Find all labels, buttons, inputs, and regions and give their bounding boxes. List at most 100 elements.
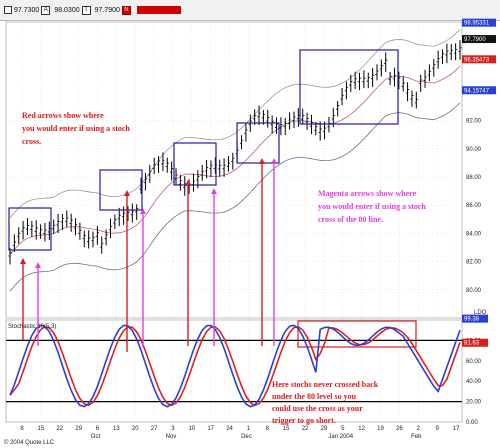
toolbar-value-2: 98.0300 xyxy=(54,6,80,14)
magenta-arrow-head xyxy=(271,158,277,164)
entry-arrows xyxy=(20,158,277,352)
price-gridlines xyxy=(6,120,462,291)
x-tick-label: 17 xyxy=(453,426,460,432)
price-value-tag-text: 97.7900 xyxy=(464,37,486,43)
x-tick-label: 22 xyxy=(302,426,309,432)
stoch-tick-label: 0.00 xyxy=(466,420,478,426)
x-tick-label: 15 xyxy=(38,426,45,432)
x-tick-label: 2 xyxy=(417,426,421,432)
price-value-tag xyxy=(462,35,496,44)
stoch-panel-frame xyxy=(5,319,463,423)
x-tick-label: 9 xyxy=(435,426,439,432)
magenta-arrow-head xyxy=(35,262,41,268)
price-value-tag xyxy=(462,18,496,27)
toolbar-tag-2: T xyxy=(81,5,91,15)
highlight-box xyxy=(8,207,52,251)
price-value-tag xyxy=(462,86,496,95)
x-tick-label: 13 xyxy=(113,426,120,432)
stoch-tick-label: 40.00 xyxy=(466,379,482,385)
symbol-box-icon[interactable] xyxy=(4,6,12,14)
x-tick-label: 24 xyxy=(226,426,233,432)
stoch-value-tag-text: 99.38 xyxy=(464,317,480,323)
magenta-note-line-3: cross of the 80 line. xyxy=(318,215,383,224)
price-axis-label: LDO xyxy=(474,310,487,316)
price-value-tag-text: 94.15747 xyxy=(464,88,490,94)
red-arrow-head xyxy=(20,258,26,264)
highlight-box xyxy=(173,142,217,186)
x-month-label: Nov xyxy=(166,434,177,440)
x-tick-label: 8 xyxy=(20,426,24,432)
price-value-tag-text: 96.35473 xyxy=(464,57,490,63)
x-month-label: Oct xyxy=(91,434,101,440)
x-tick-label: 20 xyxy=(132,426,139,432)
price-value-tag xyxy=(462,55,496,64)
stoch-note-line-2: under the 80 level so you xyxy=(272,392,357,401)
right-axis: 92.00 90.00 88.00 86.00 84.00 82.00 80.00 LDO 98… xyxy=(462,18,496,426)
x-tick-label: 17 xyxy=(207,426,214,432)
stoch-tick-label: 60.00 xyxy=(466,359,482,365)
price-tick-label: 92.00 xyxy=(466,119,482,125)
toolbar-tag-1: A xyxy=(41,5,51,15)
stoch-highlight-box xyxy=(297,320,417,348)
x-month-label: Jan 2004 xyxy=(328,434,353,440)
price-tick-label: 88.00 xyxy=(466,175,482,181)
highlight-box xyxy=(299,49,399,125)
price-tick-label: 90.00 xyxy=(466,147,482,153)
red-arrow-head xyxy=(185,180,191,186)
stoch-k-line xyxy=(9,324,461,408)
price-tick-label: 80.00 xyxy=(466,288,482,294)
x-tick-label: 26 xyxy=(396,426,403,432)
stoch-value-tag xyxy=(462,314,488,323)
price-panel-frame xyxy=(5,21,463,319)
stoch-value-tag-text: 81.63 xyxy=(464,341,480,347)
price-value-tag-text: 98.95331 xyxy=(464,21,490,27)
magenta-note-line-1: Magenta arrows show where xyxy=(318,189,417,198)
red-arrow-head xyxy=(259,158,265,164)
red-note-line-2: you would enter if using a stoch xyxy=(22,124,130,133)
stoch-note-line-1: Here stochs never crossed back xyxy=(272,380,379,389)
x-tick-label: 8 xyxy=(266,426,270,432)
stoch-note-line-4: trigger to go short. xyxy=(272,416,336,425)
red-note-line-3: cross. xyxy=(22,137,41,146)
x-tick-label: 10 xyxy=(188,426,195,432)
x-tick-label: 29 xyxy=(321,426,328,432)
magenta-arrow-head xyxy=(140,208,146,214)
price-tick-label: 82.00 xyxy=(466,260,482,266)
x-tick-label: 29 xyxy=(75,426,82,432)
toolbar-tag-3: N xyxy=(121,5,131,15)
toolbar-red-bar xyxy=(136,6,181,14)
x-tick-label: 22 xyxy=(56,426,63,432)
red-arrow-head xyxy=(124,190,130,196)
x-tick-label: 3 xyxy=(171,426,175,432)
copyright: © 2004 Quote LLC xyxy=(4,439,55,446)
stoch-tick-label: 20.00 xyxy=(466,400,482,406)
stoch-title: Stochastic 10(5,3) xyxy=(8,324,56,330)
lower-band xyxy=(9,102,461,292)
highlight-box xyxy=(236,122,280,164)
highlight-boxes xyxy=(8,49,417,348)
stoch-note-line-3: could use the cross as your xyxy=(272,404,363,413)
x-tick-label: 15 xyxy=(283,426,290,432)
toolbar-value-1: 97.7300 xyxy=(14,6,40,14)
price-tick-label: 84.00 xyxy=(466,231,482,237)
magenta-note-line-2: you would enter if using a stoch xyxy=(318,202,426,211)
magenta-arrow-head xyxy=(211,188,217,194)
x-tick-label: 1 xyxy=(247,426,251,432)
stochastic-lines xyxy=(6,324,462,408)
highlight-box xyxy=(99,169,143,211)
x-tick-label: 5 xyxy=(341,426,345,432)
upper-band xyxy=(9,29,461,219)
stoch-value-tag xyxy=(462,338,488,347)
x-tick-label: 6 xyxy=(96,426,100,432)
price-tick-label: 86.00 xyxy=(466,203,482,209)
red-note-line-1: Red arrows show where xyxy=(22,111,104,120)
toolbar-value-3: 97.7900 xyxy=(94,6,120,14)
x-month-label: Dec xyxy=(241,434,252,440)
x-month-label: Feb xyxy=(411,434,422,440)
middle-band xyxy=(9,65,461,255)
x-tick-label: 12 xyxy=(358,426,365,432)
x-tick-label: 19 xyxy=(377,426,384,432)
toolbar: 97.7300 A 98.0300 T 97.7900 N xyxy=(0,0,500,21)
x-axis: 8 15 22 29 6 13 20 27 3 10 17 24 1 8 15 22 29 5 12 19 26 2 9 17… xyxy=(20,426,460,440)
